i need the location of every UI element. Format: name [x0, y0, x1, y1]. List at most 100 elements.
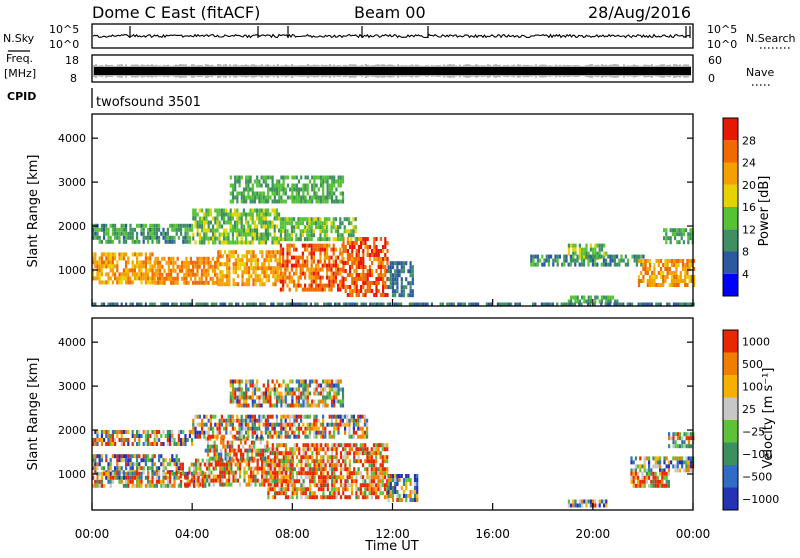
velocity-cell — [289, 415, 291, 419]
power-cell — [603, 244, 605, 248]
power-cell — [274, 258, 276, 262]
power-cell — [689, 275, 691, 279]
velocity-cell — [648, 456, 650, 460]
velocity-cell — [655, 460, 657, 464]
power-cell — [412, 265, 414, 269]
power-cell — [203, 237, 205, 241]
power-cell — [362, 269, 364, 273]
power-cell — [192, 273, 194, 277]
velocity-cell — [265, 396, 267, 400]
velocity-cell — [405, 498, 407, 502]
velocity-cell — [366, 495, 368, 499]
velocity-cell — [171, 430, 173, 434]
velocity-cell — [293, 435, 295, 439]
power-cell — [358, 237, 360, 241]
power-cell — [247, 192, 249, 196]
power-colorbar-swatch — [723, 163, 738, 185]
velocity-cell — [281, 443, 283, 447]
velocity-cell — [169, 442, 171, 446]
velocity-cell — [176, 462, 178, 466]
power-cell — [157, 269, 159, 273]
velocity-cell — [572, 504, 574, 508]
power-cell — [676, 240, 678, 244]
velocity-cell — [307, 471, 309, 475]
velocity-cell — [353, 451, 355, 455]
power-cell — [105, 260, 107, 264]
velocity-cell — [138, 476, 140, 480]
velocity-cell — [289, 427, 291, 431]
power-cell — [243, 200, 245, 204]
power-cell — [682, 267, 684, 271]
power-cell — [396, 289, 398, 293]
velocity-cell — [192, 423, 194, 427]
power-cell — [250, 196, 252, 200]
power-cell — [355, 225, 357, 229]
power-cell — [322, 268, 324, 272]
power-cell — [161, 273, 163, 277]
velocity-cell — [110, 466, 112, 470]
power-cell — [326, 256, 328, 260]
velocity-cell — [241, 435, 243, 439]
power-cell — [306, 264, 308, 268]
velocity-cell — [357, 419, 359, 423]
power-cell — [237, 266, 239, 270]
power-cell — [159, 265, 161, 269]
power-cell — [256, 213, 258, 217]
velocity-cell — [358, 459, 360, 463]
velocity-cell — [364, 447, 366, 451]
velocity-cell — [278, 459, 280, 463]
power-cell — [252, 221, 254, 225]
velocity-cell — [375, 443, 377, 447]
power-cell — [360, 265, 362, 269]
velocity-cell — [247, 423, 249, 427]
power-cell — [216, 217, 218, 221]
power-cell — [155, 261, 157, 265]
power-cell — [319, 221, 321, 225]
power-cell — [684, 283, 686, 287]
power-cell — [235, 250, 237, 254]
power-cell — [210, 277, 212, 281]
velocity-cell — [342, 404, 344, 408]
power-cell — [403, 269, 405, 273]
velocity-cell — [320, 471, 322, 475]
power-cell — [252, 270, 254, 274]
velocity-cell — [147, 454, 149, 458]
velocity-cell — [173, 484, 175, 488]
power-cell — [241, 221, 243, 225]
date-title: 28/Aug/2016 — [588, 3, 691, 22]
power-cell — [129, 268, 131, 272]
power-cell — [255, 258, 257, 262]
velocity-cell — [300, 467, 302, 471]
power-cell — [169, 240, 171, 244]
velocity-cell — [187, 438, 189, 442]
velocity-cell — [256, 388, 258, 392]
velocity-cell — [355, 487, 357, 491]
power-cell — [311, 288, 313, 292]
velocity-cell — [234, 400, 236, 404]
velocity-cell — [318, 483, 320, 487]
power-cell — [127, 280, 129, 284]
power-cell — [230, 184, 232, 188]
velocity-cell — [342, 475, 344, 479]
velocity-cell — [232, 475, 234, 479]
power-cell — [96, 264, 98, 268]
velocity-cell — [331, 455, 333, 459]
velocity-cell — [353, 467, 355, 471]
velocity-cell — [322, 459, 324, 463]
velocity-cell — [241, 431, 243, 435]
velocity-cell — [340, 419, 342, 423]
velocity-cell — [287, 479, 289, 483]
power-cell — [291, 280, 293, 284]
velocity-cell — [204, 484, 206, 488]
velocity-cell — [652, 480, 654, 484]
power-cell — [286, 264, 288, 268]
velocity-cell — [305, 495, 307, 499]
velocity-cell — [399, 478, 401, 482]
velocity-cell — [648, 464, 650, 468]
power-cell — [280, 233, 282, 237]
velocity-cell — [346, 415, 348, 419]
power-cell — [390, 261, 392, 265]
power-cell — [349, 253, 351, 257]
power-cell — [132, 228, 134, 232]
power-cell — [574, 263, 576, 267]
